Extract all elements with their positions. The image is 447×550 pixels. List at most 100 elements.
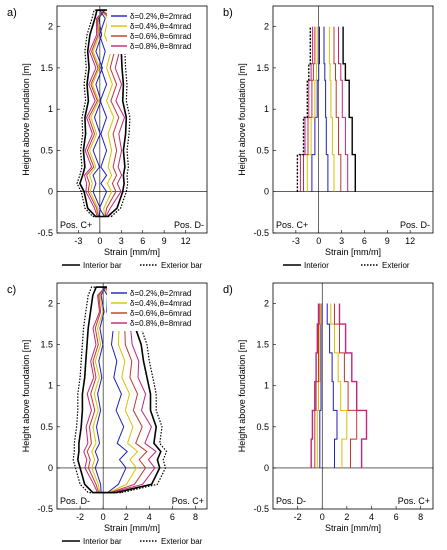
x-tick-label: 4 xyxy=(369,512,374,522)
legend-entry: δ=0.2%,θ=2mrad xyxy=(130,289,191,298)
step-line-3-right xyxy=(333,26,342,192)
bottom-legend-entry: Exterior xyxy=(382,261,410,270)
y-tick-label: -0.5 xyxy=(253,504,269,514)
plot-frame xyxy=(56,282,208,510)
x-axis-label: Strain [mm/m] xyxy=(104,247,160,257)
interior-bar-envelope xyxy=(76,286,162,494)
step-line-1-left xyxy=(319,303,323,468)
y-tick-label: 0.5 xyxy=(40,422,53,432)
position-label-right: Pos. D- xyxy=(400,220,430,230)
legend-entry: δ=0.8%,θ=8mrad xyxy=(130,319,191,328)
bottom-legend-entry: Interior bar xyxy=(83,537,122,546)
y-axis-label: Height above foundation [m] xyxy=(237,340,247,453)
y-tick-label: 1.5 xyxy=(256,63,269,73)
panel-label: b) xyxy=(223,7,233,19)
y-tick-label: -0.5 xyxy=(37,228,53,238)
panel-label: d) xyxy=(223,284,233,296)
x-tick-label: -3 xyxy=(74,236,82,246)
y-tick-label: 1 xyxy=(48,381,53,391)
bottom-legend-entry: Interior xyxy=(304,261,329,270)
interior-bar-envelope xyxy=(79,9,128,218)
y-tick-label: -0.5 xyxy=(37,504,53,514)
x-tick-label: 3 xyxy=(339,236,344,246)
x-tick-label: 0 xyxy=(316,236,321,246)
legend-entry: δ=0.6%,θ=6mrad xyxy=(130,32,191,41)
legend-entry: δ=0.4%,θ=4mrad xyxy=(130,299,191,308)
position-label-right: Pos. D- xyxy=(174,220,204,230)
step-line-3-left xyxy=(303,26,316,192)
x-tick-label: 4 xyxy=(147,512,152,522)
plot-frame xyxy=(272,5,434,234)
step-line-4-left xyxy=(299,26,314,192)
y-tick-label: 2 xyxy=(264,22,269,32)
step-line-4-left xyxy=(310,303,320,468)
y-tick-label: 1.5 xyxy=(40,63,53,73)
position-label-left: Pos. C+ xyxy=(276,220,308,230)
step-line-4-right xyxy=(338,303,368,468)
step-line-2-right xyxy=(328,26,335,192)
y-tick-label: 1 xyxy=(264,104,269,114)
x-tick-label: 2 xyxy=(344,512,349,522)
position-label-left: Pos. D- xyxy=(60,496,90,506)
panel-a: -3 0 3 6 9 12 -0.5 0 0.5 1 1.5 2 Strain [mm/m] Height… xyxy=(7,5,208,270)
y-axis-label: Height above foundation [m] xyxy=(21,340,31,453)
x-tick-label: -2 xyxy=(294,512,302,522)
step-line-2-left xyxy=(306,26,318,192)
y-tick-label: 1.5 xyxy=(40,340,53,350)
y-tick-label: 2 xyxy=(264,299,269,309)
position-label-right: Pos. C+ xyxy=(172,496,204,506)
y-tick-label: 0 xyxy=(48,463,53,473)
y-tick-label: 1 xyxy=(48,104,53,114)
plot-frame xyxy=(272,282,434,510)
x-axis-label: Strain [mm/m] xyxy=(325,523,381,533)
y-axis-label: Height above foundation [m] xyxy=(21,63,31,176)
x-tick-label: 6 xyxy=(362,236,367,246)
y-tick-label: -0.5 xyxy=(253,228,269,238)
step-line-5-left xyxy=(296,26,311,192)
y-tick-label: 0 xyxy=(264,187,269,197)
plot-frame xyxy=(56,5,208,234)
step-line-1-right xyxy=(323,26,329,192)
y-tick-label: 2 xyxy=(48,299,53,309)
step-line-5-right xyxy=(342,26,356,192)
x-tick-label: 12 xyxy=(405,236,415,246)
step-line-3-right xyxy=(334,303,358,468)
x-tick-label: 6 xyxy=(394,512,399,522)
position-label-left: Pos. C+ xyxy=(60,220,92,230)
y-tick-label: 1.5 xyxy=(256,340,269,350)
y-tick-label: 1 xyxy=(264,381,269,391)
x-tick-label: 0 xyxy=(320,512,325,522)
bottom-legend-entry: Interior bar xyxy=(83,261,122,270)
x-tick-label: 0 xyxy=(101,512,106,522)
step-line-4-right xyxy=(338,26,349,192)
y-tick-label: 0.5 xyxy=(40,145,53,155)
y-axis-label: Height above foundation [m] xyxy=(237,63,247,176)
x-tick-label: 6 xyxy=(140,236,145,246)
panel-b: -3 0 3 6 9 12 -0.5 0 0.5 1 1.5 2 Strain [mm/m] Height… xyxy=(223,5,434,270)
y-tick-label: 0 xyxy=(264,463,269,473)
x-tick-label: 6 xyxy=(170,512,175,522)
x-tick-label: 12 xyxy=(181,236,191,246)
x-tick-label: 2 xyxy=(124,512,129,522)
step-line-1-right xyxy=(326,303,338,468)
bottom-legend-entry: Exterior bar xyxy=(161,537,203,546)
y-tick-label: 0.5 xyxy=(256,145,269,155)
x-tick-label: -3 xyxy=(292,236,300,246)
position-label-left: Pos. D- xyxy=(276,496,306,506)
legend-entry: δ=0.2%,θ=2mrad xyxy=(130,12,191,21)
legend-entry: δ=0.6%,θ=6mrad xyxy=(130,309,191,318)
y-tick-label: 2 xyxy=(48,22,53,32)
position-label-right: Pos. C+ xyxy=(398,496,430,506)
legend-entry: δ=0.4%,θ=4mrad xyxy=(130,22,191,31)
bottom-legend-entry: Exterior bar xyxy=(161,261,203,270)
step-line-2-right xyxy=(330,303,348,468)
exterior-bar-envelope xyxy=(72,286,168,494)
x-axis-label: Strain [mm/m] xyxy=(325,247,381,257)
x-tick-label: 9 xyxy=(162,236,167,246)
exterior-bar-envelope xyxy=(76,9,131,218)
x-tick-label: 8 xyxy=(418,512,423,522)
legend-entry: δ=0.8%,θ=8mrad xyxy=(130,42,191,51)
